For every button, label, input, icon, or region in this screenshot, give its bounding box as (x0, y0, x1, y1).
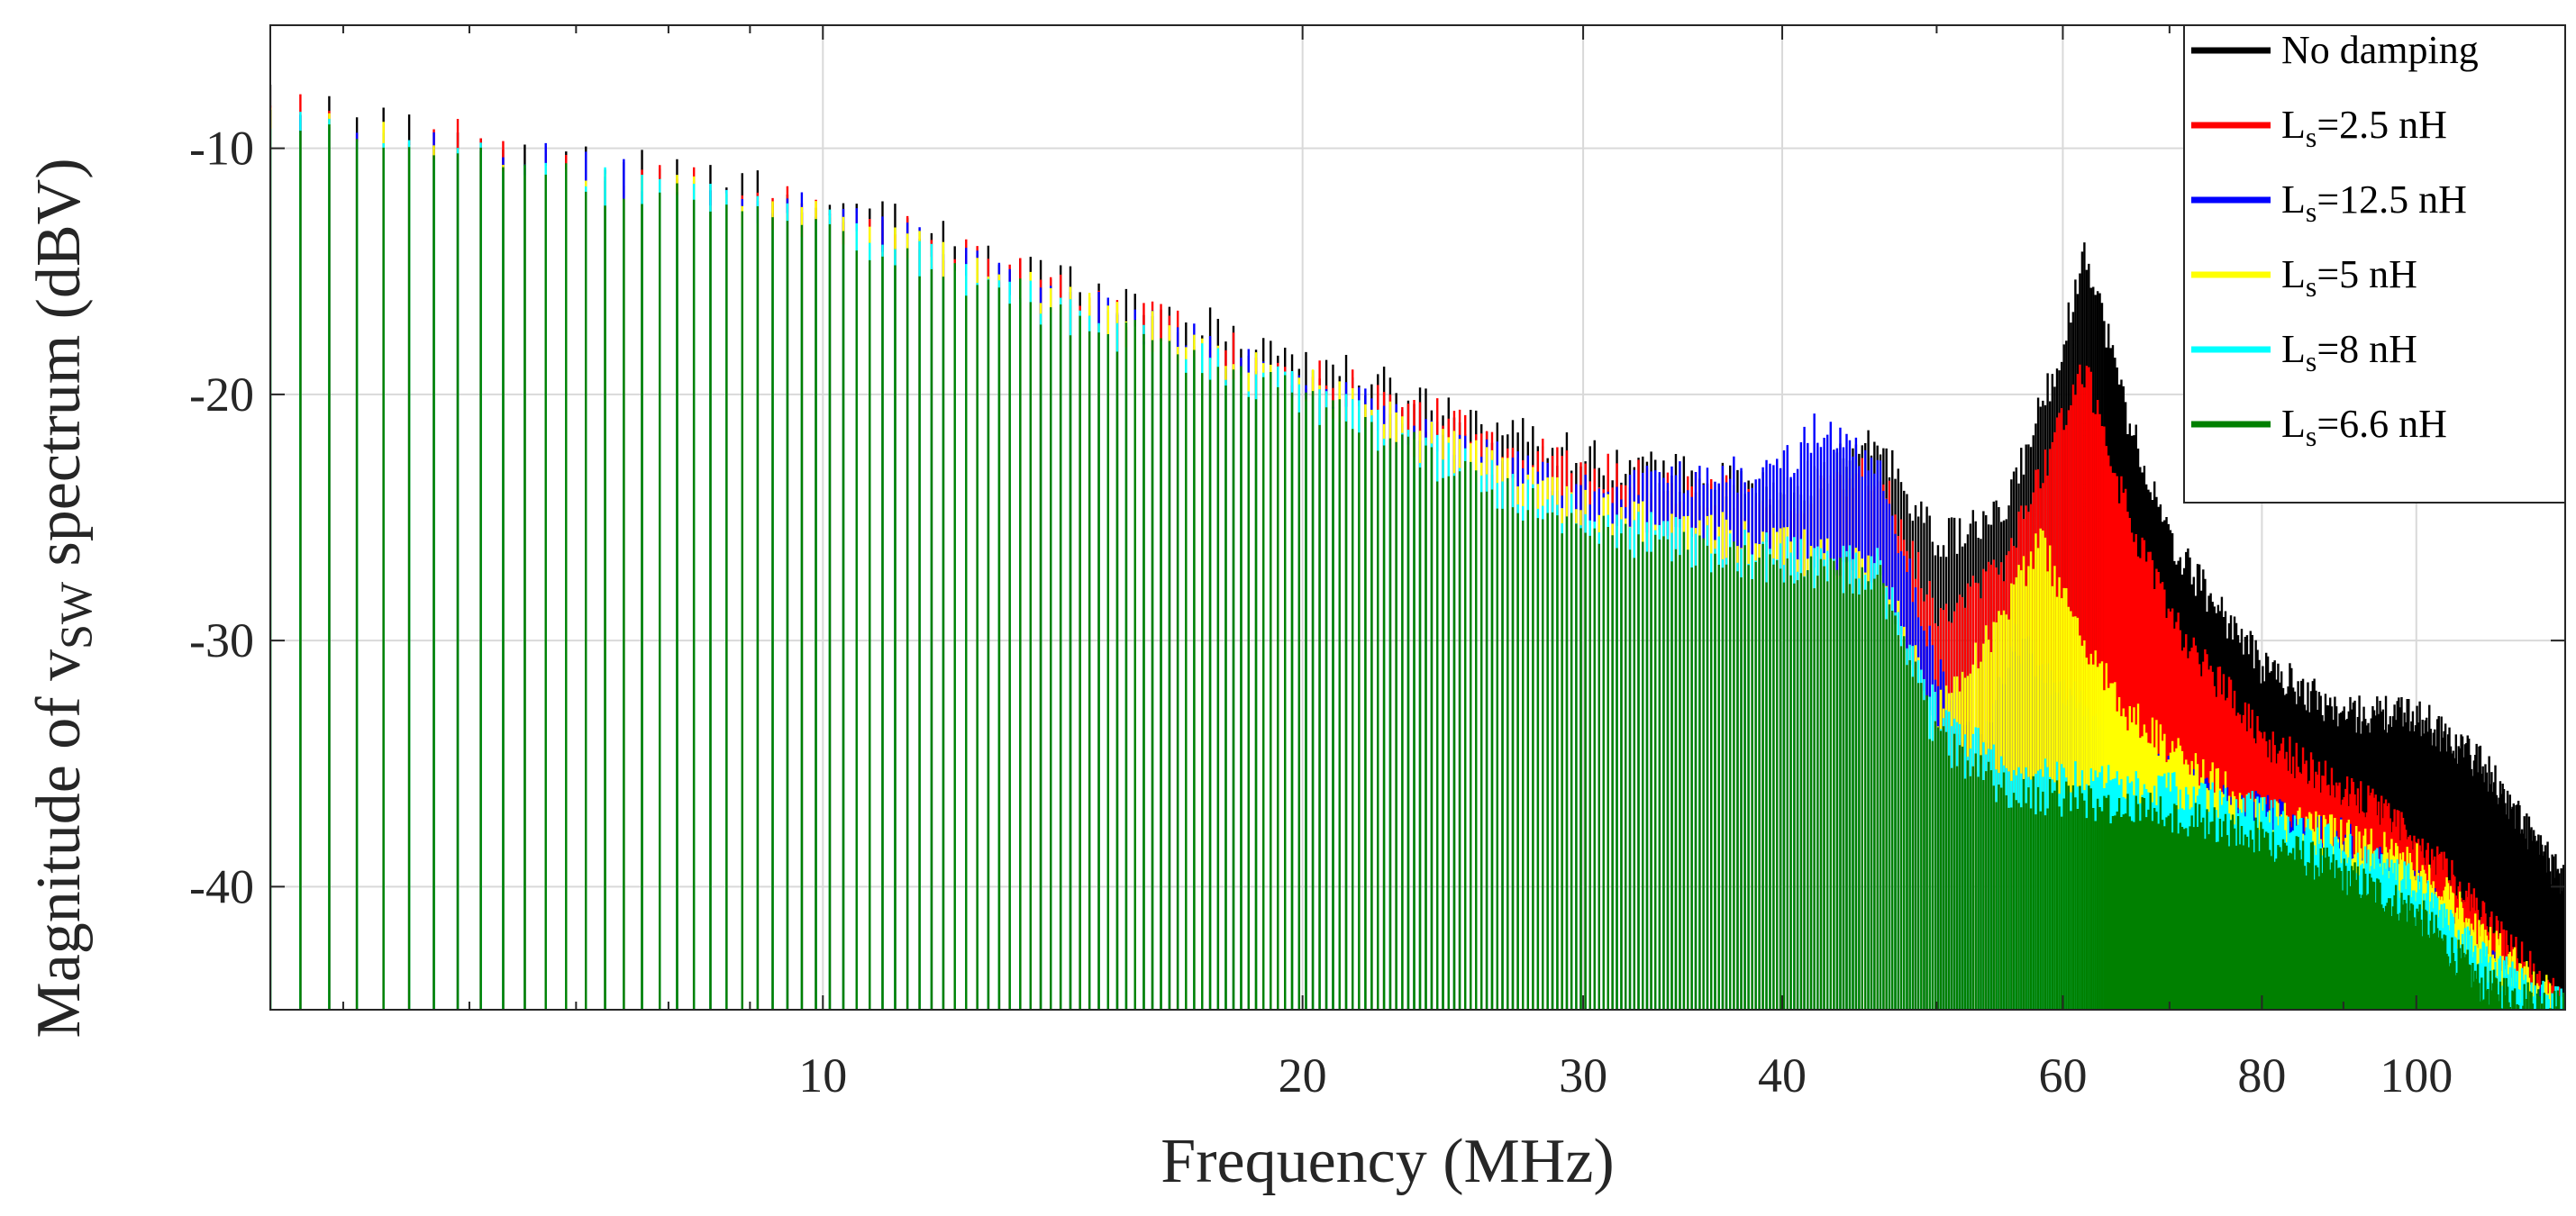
x-tick-label: 80 (2237, 1048, 2286, 1103)
x-tick-label: 100 (2380, 1048, 2453, 1103)
legend-label-main: L (2281, 103, 2306, 147)
series-area (270, 85, 2565, 1010)
legend-label: No damping (2281, 28, 2479, 72)
x-tick-label: 60 (2038, 1048, 2087, 1103)
legend-label-tail: =2.5 nH (2317, 103, 2447, 147)
legend-label: Ls=2.5 nH (2281, 103, 2447, 153)
legend-label-sub: s (2306, 195, 2317, 228)
y-tick-label: -40 (189, 859, 254, 913)
legend-label-tail: =5 nH (2317, 252, 2417, 296)
legend-label: Ls=5 nH (2281, 252, 2417, 303)
legend-label: Ls=8 nH (2281, 327, 2417, 377)
y-axis-title-subscript: SW (50, 581, 101, 649)
legend-label-sub: s (2306, 420, 2317, 452)
y-axis-title-suffix: spectrum (dBV) (24, 158, 94, 581)
x-tick-label: 40 (1758, 1048, 1807, 1103)
y-tick-label: -10 (189, 122, 254, 176)
legend-label-main: L (2281, 252, 2306, 296)
plot-frame (269, 24, 2566, 1011)
series-spectrum-5 (270, 110, 2565, 1010)
legend-label-tail: =8 nH (2317, 327, 2417, 371)
legend-label-sub: s (2306, 121, 2317, 153)
legend-label-main: L (2281, 327, 2306, 371)
axis-ticks: 10 20 30 40 60 80 100 -40 -30 -20 -10 (189, 25, 2565, 1103)
x-tick-label: 10 (798, 1048, 847, 1103)
y-axis-title-prefix: Magnitude of v (24, 649, 94, 1039)
legend-label: Ls=12.5 nH (2281, 177, 2467, 228)
y-axis-title-group: Magnitude of vSW spectrum (dBV) (24, 158, 101, 1038)
x-tick-label: 30 (1559, 1048, 1607, 1103)
x-tick-label: 20 (1279, 1048, 1327, 1103)
legend-label-main: L (2281, 177, 2306, 222)
legend-label-main: No damping (2281, 28, 2479, 72)
legend-label: Ls=6.6 nH (2281, 402, 2447, 452)
y-tick-label: -30 (189, 613, 254, 667)
legend-label-sub: s (2306, 270, 2317, 303)
legend-label-tail: =12.5 nH (2317, 177, 2467, 222)
y-tick-label: -20 (189, 368, 254, 422)
grid (270, 25, 2565, 1010)
legend-label-tail: =6.6 nH (2317, 402, 2447, 446)
legend-label-sub: s (2306, 345, 2317, 377)
y-axis-title: Magnitude of vSW spectrum (dBV) (24, 158, 101, 1038)
x-axis-title: Frequency (MHz) (1161, 1127, 1614, 1196)
legend-label-main: L (2281, 402, 2306, 446)
